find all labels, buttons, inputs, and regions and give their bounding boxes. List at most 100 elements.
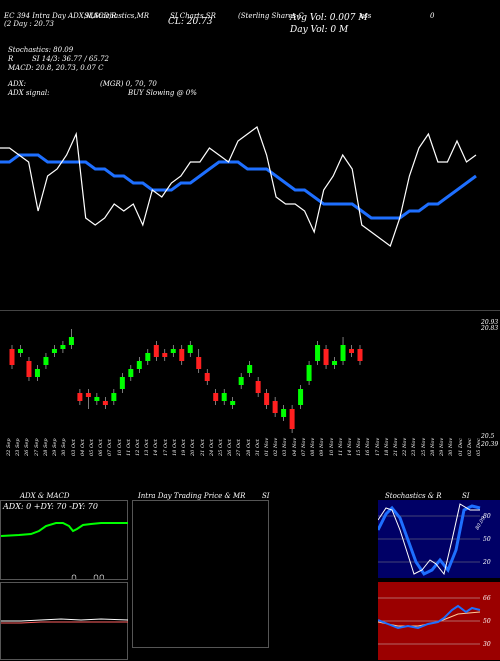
date-tick-label: 28 Nov (429, 437, 436, 456)
candle (272, 401, 278, 413)
header-line1-f: 0 (430, 12, 435, 20)
candle (145, 353, 151, 361)
intraday-panel (132, 500, 269, 648)
candle (306, 365, 312, 381)
date-tick-label: 29 Sep (52, 438, 59, 456)
intraday-title: Intra Day Trading Price & MR (138, 492, 246, 500)
candle (204, 373, 210, 381)
adx-panel: ADX: 0 +DY: 70 -DY: 70 ∩ ∩∩ (0, 500, 128, 581)
candle (247, 365, 253, 373)
header-line2-a: (2 Day : 20.73 (4, 20, 54, 28)
price-label-top2: 20.83 (481, 325, 499, 332)
macd-lines (1, 618, 129, 624)
candle (230, 401, 236, 405)
candle (136, 361, 142, 369)
candle (94, 397, 100, 401)
price-label-top: 20.93 (481, 319, 499, 326)
candle (34, 369, 40, 377)
candle (213, 393, 219, 401)
rsi-readout-a: R (8, 55, 14, 63)
date-tick-label: 02 Nov (273, 437, 280, 456)
close-price: CL: 20.73 (168, 17, 213, 27)
date-tick-label: 05 Oct (88, 439, 95, 456)
rsi-panel: 66 50 30 (378, 582, 500, 660)
price-label-low: 20.5 (481, 433, 495, 440)
date-tick-label: 11 Nov (337, 437, 344, 456)
date-tick-label: 28 Oct (245, 439, 252, 456)
date-tick-label: 28 Sep (42, 438, 49, 456)
date-tick-label: 12 Oct (135, 439, 142, 456)
date-tick-label: 31 Oct (254, 439, 261, 456)
candle (340, 345, 346, 361)
candle (102, 401, 108, 405)
date-tick-label: 22 Sep (6, 438, 12, 456)
price-label-low2: 20.39 (481, 441, 499, 448)
candle (238, 377, 244, 385)
date-tick-label: 20 Oct (190, 439, 197, 456)
sma-line (0, 153, 477, 220)
candle (187, 345, 193, 353)
date-tick-label: 17 Nov (374, 437, 381, 456)
candle (221, 393, 227, 401)
candle (349, 349, 355, 353)
candle (332, 361, 338, 365)
intraday-title-b: SI (262, 492, 270, 500)
adx-marker-2: ∩∩ (93, 573, 105, 581)
date-tick-label: 25 Oct (217, 439, 224, 456)
date-tick-label: 26 Oct (227, 439, 234, 456)
date-tick-label: 08 Nov (310, 437, 317, 456)
date-tick-label: 24 Oct (208, 439, 215, 456)
stoch-level-80: 80 (483, 513, 491, 520)
date-axis: 22 Sep 23 Sep 26 Sep 27 Sep 28 Sep 29 Sep 30 S… (0, 437, 500, 480)
mgr-readout: (MGR) 0, 70, 70 (100, 80, 157, 88)
rsi-level-50: 50 (483, 618, 491, 625)
candle (68, 337, 74, 345)
candle (9, 349, 15, 365)
date-tick-label: 18 Nov (383, 437, 390, 456)
candle (153, 345, 159, 357)
date-tick-label: 14 Oct (153, 439, 160, 456)
date-tick-label: 01 Nov (264, 437, 271, 456)
adx-marker-1: ∩ (71, 573, 77, 581)
date-tick-label: 23 Nov (411, 437, 418, 456)
adx-signal-label: ADX signal: (8, 89, 50, 97)
date-tick-label: 30 Nov (448, 437, 455, 456)
buy-signal: BUY Slowing @ 0% (128, 89, 197, 97)
date-tick-label: 27 Sep (33, 438, 40, 456)
stoch-title-b: SI (462, 492, 470, 500)
adx-values-readout: ADX: 0 +DY: 70 -DY: 70 (3, 502, 98, 511)
date-tick-label: 27 Oct (236, 439, 243, 456)
rsi-readout-b: SI 14/3: 36.77 / 65.72 (32, 55, 109, 63)
date-tick-label: 14 Nov (346, 437, 353, 456)
date-tick-label: 29 Nov (439, 437, 446, 456)
header-line1-b: SI,Stochastics,MR (84, 12, 150, 20)
candle (60, 345, 66, 349)
day-volume: Day Vol: 0 M (290, 25, 349, 35)
stoch-level-20: 20 (482, 559, 491, 566)
date-tick-label: 26 Sep (24, 438, 31, 456)
stoch-title: Stochastics & R (385, 492, 442, 500)
candle (77, 393, 83, 401)
date-tick-label: 19 Oct (181, 439, 188, 456)
date-tick-label: 23 Sep (15, 438, 22, 456)
candle (298, 389, 304, 405)
date-tick-label: 03 Nov (282, 437, 289, 456)
date-tick-label: 02 Dec (466, 438, 473, 456)
date-tick-label: 21 Nov (393, 437, 400, 456)
date-tick-label: 06 Oct (98, 439, 105, 456)
date-tick-label: 04 Oct (79, 439, 86, 456)
stoch-lines: 80 50 20 80.09 (378, 503, 491, 576)
candle (179, 349, 185, 361)
candle-chart (9, 329, 363, 433)
candle (323, 349, 329, 365)
date-tick-label: 11 Oct (125, 439, 132, 456)
rsi-lines: 66 50 30 (378, 595, 491, 648)
date-tick-label: 16 Nov (365, 437, 372, 456)
date-tick-label: 10 Oct (116, 439, 123, 456)
date-tick-label: 01 Dec (457, 438, 464, 456)
date-tick-label: 25 Nov (420, 437, 427, 456)
date-tick-label: 21 Oct (199, 439, 206, 456)
date-tick-label: 22 Nov (402, 437, 409, 456)
date-tick-label: 09 Nov (319, 437, 326, 456)
candle (289, 409, 295, 429)
